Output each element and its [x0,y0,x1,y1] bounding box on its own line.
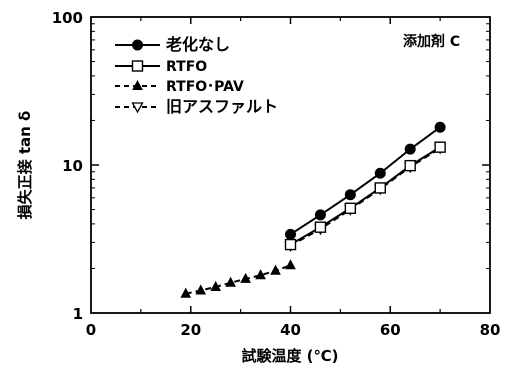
data-point [344,189,356,201]
data-point [210,280,222,291]
series-1 [285,121,446,240]
data-point [374,167,386,179]
series-layer [180,121,447,298]
legend-marker [131,60,144,72]
legend-label: RTFO [166,59,207,75]
data-point [314,221,327,233]
data-point [255,269,266,280]
y-tick-label: 10 [62,157,83,175]
data-point [434,121,446,133]
data-point [225,276,236,287]
data-point [314,209,326,221]
x-axis-title: 試験温度 (℃) [241,347,338,365]
data-point [285,259,296,270]
x-tick-label: 40 [280,321,301,339]
data-point [374,182,386,194]
legend-entry: RTFO [115,59,207,75]
x-tick-label: 60 [380,321,401,339]
legend-marker [132,39,143,51]
legend-label: 老化なし [165,35,230,54]
data-point [404,143,416,155]
series-line [289,146,441,246]
chart-annotation: 添加剤 C [403,33,460,50]
series-line [289,126,441,236]
legend-label: 旧アスファルト [166,97,278,116]
data-point [404,159,416,172]
data-point [240,272,251,283]
legend-label: RTFO･PAV [166,79,244,95]
legend-entry: 老化なし [115,35,230,54]
series-3 [180,259,296,298]
y-axis-title: 損失正接 tan δ [16,111,34,220]
x-tick-label: 0 [86,321,96,339]
data-point [344,202,357,214]
data-point [285,228,296,240]
data-point [180,287,192,298]
x-tick-label: 20 [180,321,201,339]
x-tick-label: 80 [480,321,501,339]
legend-entry: RTFO･PAV [115,79,244,95]
data-point [195,284,207,295]
y-tick-label: 100 [52,9,83,27]
legend-marker [131,102,144,114]
legend-entry: 旧アスファルト [115,97,278,116]
legend-marker [132,79,143,90]
axis-ticks: 0 20 40 60 80 1 10 100 [52,9,501,339]
data-point [434,141,446,153]
data-point [284,238,297,251]
legend: 老化なし RTFO RTFO･PAV 旧アスファルト [115,35,278,116]
series-2 [284,141,446,251]
data-point [270,264,281,275]
y-tick-label: 1 [73,305,83,323]
